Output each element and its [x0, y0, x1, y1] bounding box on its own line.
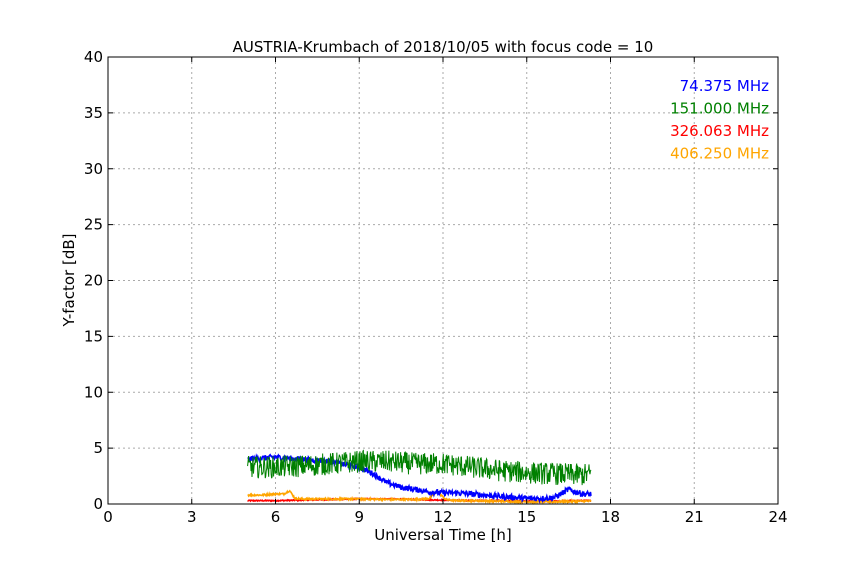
chart-title: AUSTRIA-Krumbach of 2018/10/05 with focu… [233, 38, 654, 56]
legend-entry-1: 151.000 MHz [670, 100, 769, 118]
x-tick-label: 12 [433, 508, 452, 526]
y-tick-label: 35 [84, 104, 103, 122]
y-tick-label: 0 [93, 495, 103, 513]
x-tick-label: 24 [768, 508, 787, 526]
x-axis-label: Universal Time [h] [374, 526, 512, 544]
grid-lines [108, 57, 778, 504]
y-tick-label: 20 [84, 272, 103, 290]
y-tick-label: 5 [93, 439, 103, 457]
y-tick-label: 40 [84, 48, 103, 66]
series-line-1 [247, 449, 592, 486]
x-tick-label: 9 [354, 508, 364, 526]
x-tick-label: 6 [271, 508, 281, 526]
series-line-3 [247, 489, 592, 506]
y-tick-label: 30 [84, 160, 103, 178]
axis-ticks: 0 3 6 9 12 15 18 21 24 0 5 10 15 20 25 30 35 40 [84, 48, 788, 526]
x-tick-label: 15 [517, 508, 536, 526]
y-tick-label: 10 [84, 383, 103, 401]
y-axis-label: Y-factor [dB] [60, 233, 78, 327]
legend-entry-2: 326.063 MHz [670, 122, 769, 140]
x-tick-label: 3 [187, 508, 197, 526]
series-layer [247, 449, 592, 506]
y-tick-label: 15 [84, 327, 103, 345]
legend-entry-3: 406.250 MHz [670, 145, 769, 163]
x-tick-label: 0 [103, 508, 113, 526]
x-tick-label: 18 [601, 508, 620, 526]
series-line-0 [247, 453, 592, 504]
legend: 74.375 MHz 151.000 MHz 326.063 MHz 406.250 … [670, 77, 769, 163]
legend-entry-0: 74.375 MHz [680, 77, 769, 95]
x-tick-label: 21 [685, 508, 704, 526]
y-tick-label: 25 [84, 216, 103, 234]
